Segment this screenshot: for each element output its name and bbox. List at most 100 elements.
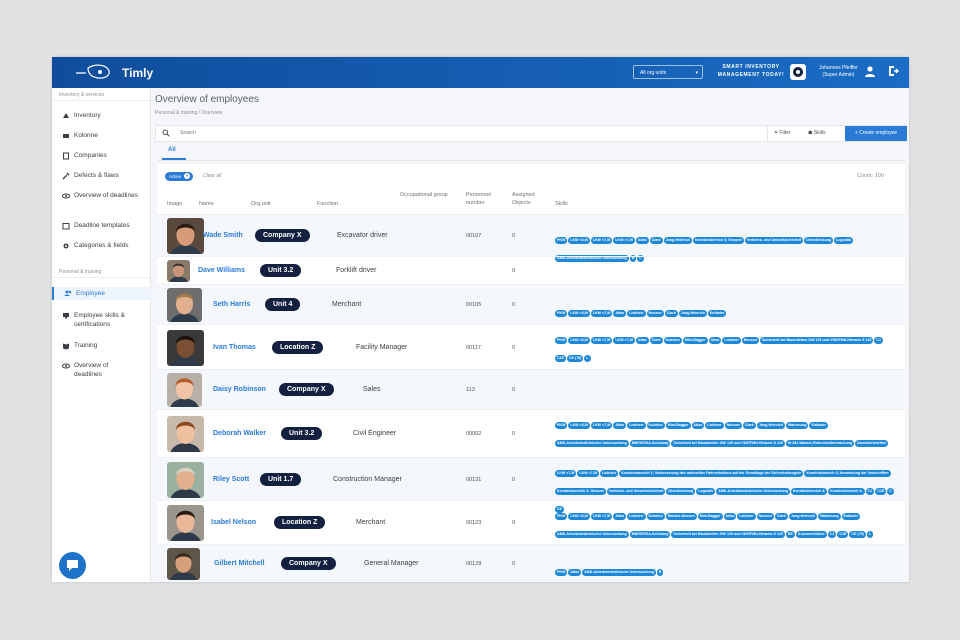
skill-badge[interactable]: C1E xyxy=(875,488,887,495)
org-unit-select[interactable]: All org units ▾ xyxy=(633,65,703,79)
skill-badge[interactable]: AMD-Arbeitsmedizinische Untersuchung xyxy=(555,531,629,538)
skill-badge[interactable]: PKW xyxy=(555,513,568,520)
skill-badge[interactable]: Atlas xyxy=(691,422,705,429)
skill-badge[interactable]: Kolonnenführer xyxy=(795,531,827,538)
skill-badge[interactable]: Dienstleistung xyxy=(666,488,696,495)
skill-badge[interactable]: Entlader xyxy=(809,422,828,429)
skill-badge[interactable]: PKW xyxy=(555,569,568,576)
table-row[interactable]: Wade Smith Company X Excavator driver 00… xyxy=(157,214,905,262)
skill-badge[interactable]: CE (79) xyxy=(567,355,584,362)
skill-badge[interactable]: LKW <3,5t xyxy=(568,337,590,344)
skill-badge[interactable]: Sicherheit bei Bauarbeiten GW 129 und VD… xyxy=(759,337,874,344)
skill-badge[interactable]: LKW <3,5t xyxy=(568,237,590,244)
skill-badge[interactable]: Clark xyxy=(774,513,788,520)
skill-badge[interactable]: Kenntnisbereich 4; xyxy=(790,488,828,495)
clear-all-link[interactable]: Clear all xyxy=(203,173,222,179)
skill-badge[interactable]: Entlader xyxy=(841,513,860,520)
employee-name[interactable]: Riley Scott xyxy=(213,475,250,483)
skill-badge[interactable]: LKW <7,5t xyxy=(590,237,613,244)
logout-icon[interactable] xyxy=(888,65,900,77)
skill-badge[interactable]: LKW >7,5t xyxy=(613,337,635,344)
skill-badge[interactable]: Kenntnisbereich 2; Anwendung der Vorschr… xyxy=(804,470,891,477)
chat-button[interactable] xyxy=(59,552,86,579)
sidebar-item-kolonne[interactable]: Kolonne xyxy=(52,131,150,140)
skill-badge[interactable]: Atlas xyxy=(613,513,627,520)
skill-badge[interactable]: Mini-Bagger xyxy=(682,337,708,344)
skill-badge[interactable]: LKW <3,5t xyxy=(568,310,590,317)
skill-badge[interactable]: LKW >7,5t xyxy=(613,237,635,244)
skill-badge[interactable]: Clark xyxy=(649,237,663,244)
table-row[interactable]: Deborah Walker Unit 3.2 Civil Engineer 0… xyxy=(157,409,905,465)
skill-badge[interactable]: AMD-Arbeitsmedizinische Untersuchung xyxy=(555,255,629,262)
skill-badge[interactable]: Jung-Heinrich xyxy=(678,310,707,317)
skill-badge[interactable]: Kobelco xyxy=(646,422,665,429)
sidebar-item-overview-deadlines[interactable]: Overview of deadlines xyxy=(52,191,150,209)
skill-badge[interactable]: LKW >7,5t xyxy=(577,470,599,477)
skill-badge[interactable]: Atlas xyxy=(613,310,627,317)
search-icon[interactable] xyxy=(162,129,170,137)
skill-badge[interactable]: Neuson xyxy=(756,513,774,520)
active-filter-chip[interactable]: Active × xyxy=(165,172,194,181)
sidebar-item-deadline-templates[interactable]: Deadline templates xyxy=(52,221,150,230)
table-row[interactable]: Riley Scott Unit 1.7 Construction Manage… xyxy=(157,457,905,513)
skill-badge[interactable]: PKW xyxy=(555,337,568,344)
skill-badge[interactable]: LKW <7,5t xyxy=(590,310,613,317)
skill-badge[interactable]: Sicherheit bei Bauarbeiten GW 129 und VD… xyxy=(671,531,785,538)
skill-badge[interactable]: L xyxy=(866,531,874,538)
search-input[interactable] xyxy=(180,128,720,138)
skill-badge[interactable]: BE xyxy=(785,531,795,538)
table-row[interactable]: Daisy Robinson Company X Sales 113 0 xyxy=(157,369,905,410)
skill-badge[interactable]: Kenntnisbereich 4; xyxy=(828,488,865,495)
table-row[interactable]: Gilbert Mitchell Company X General Manag… xyxy=(157,544,905,582)
skill-badge[interactable]: Walzenzug xyxy=(786,422,809,429)
skill-badge[interactable]: Dauerberieselten xyxy=(855,440,889,447)
skill-badge[interactable]: Neuson xyxy=(724,422,742,429)
skill-badge[interactable]: Liebherr xyxy=(627,513,646,520)
employee-name[interactable]: Gilbert Mitchell xyxy=(214,560,265,567)
skill-badge[interactable]: Atlas xyxy=(613,422,627,429)
skill-badge[interactable]: Sicherheit bei Bauarbeiten GW 129 und VD… xyxy=(671,440,785,447)
employee-name[interactable]: Dave Williams xyxy=(198,267,246,274)
skill-badge[interactable]: AMD-Arbeitsmedizinische Untersuchung xyxy=(555,440,629,447)
skill-badge[interactable]: Liebherr xyxy=(599,470,619,477)
brand-logo[interactable]: Timly xyxy=(74,64,154,82)
skill-badge[interactable]: Kenntnisbereich 1; Verbesserung des rati… xyxy=(619,470,804,477)
skill-badge[interactable]: Kenntnisbereich 3; Gesund xyxy=(692,237,744,244)
skill-badge[interactable]: LKW <7,5t xyxy=(590,337,613,344)
skill-badge[interactable]: CE (79) xyxy=(849,531,866,538)
skill-badge[interactable]: AMD-Arbeitsmedizinische Untersuchung xyxy=(582,569,656,576)
tab-all[interactable]: All xyxy=(168,147,176,153)
sidebar-item-defects[interactable]: Defects & flaws xyxy=(52,171,150,180)
skill-badge[interactable]: Kenntnisbereich 3; Gesund xyxy=(555,488,606,495)
skill-badge[interactable]: C1E xyxy=(837,531,849,538)
skill-badge[interactable]: C1 xyxy=(827,531,837,538)
skill-badge[interactable]: Atlas xyxy=(568,569,582,576)
column-header-org-unit[interactable]: Org.unit xyxy=(251,201,271,207)
column-header-occupational-group[interactable]: Occupational group xyxy=(400,192,448,198)
skill-badge[interactable]: Clark xyxy=(649,337,663,344)
skill-badge[interactable]: Clark xyxy=(742,422,756,429)
skill-badge[interactable]: AMD-Arbeitsmedizinische Untersuchung xyxy=(716,488,790,495)
skill-badge[interactable]: Atlas xyxy=(708,337,722,344)
skill-badge[interactable]: C xyxy=(887,488,894,495)
skill-badge[interactable]: Kobelco xyxy=(646,513,665,520)
skill-badge[interactable]: Jung-Heinrich xyxy=(756,422,786,429)
skill-badge[interactable]: Kobelco xyxy=(663,337,682,344)
skill-badge[interactable]: Jung-Heinrich xyxy=(788,513,818,520)
skill-badge[interactable]: Mini-Bagger xyxy=(665,422,691,429)
skill-badge[interactable]: Dienstleistung xyxy=(804,237,834,244)
skill-badge[interactable]: Entlader xyxy=(707,310,727,317)
skill-badge[interactable]: Liebherr xyxy=(705,422,724,429)
sidebar-item-inventory[interactable]: Inventory xyxy=(52,111,150,120)
skill-badge[interactable]: LKW <7,5t xyxy=(590,513,613,520)
table-row[interactable]: Isabel Nelson Location Z Merchant 00123 … xyxy=(157,500,905,545)
employee-name[interactable]: Isabel Nelson xyxy=(211,519,257,526)
sidebar-item-overview-deadlines-2[interactable]: Overview of deadlines xyxy=(52,361,150,379)
skill-badge[interactable]: Liebherr xyxy=(627,310,646,317)
user-info[interactable]: Johannes Pfeiffer (Super Admin) xyxy=(819,65,858,79)
skill-badge[interactable]: Neuson xyxy=(741,337,759,344)
skill-badge[interactable]: C1 xyxy=(865,488,875,495)
skill-badge[interactable]: Atlas xyxy=(635,237,649,244)
sidebar-item-training[interactable]: Training xyxy=(52,341,150,350)
skill-badge[interactable]: Atlas xyxy=(723,513,737,520)
